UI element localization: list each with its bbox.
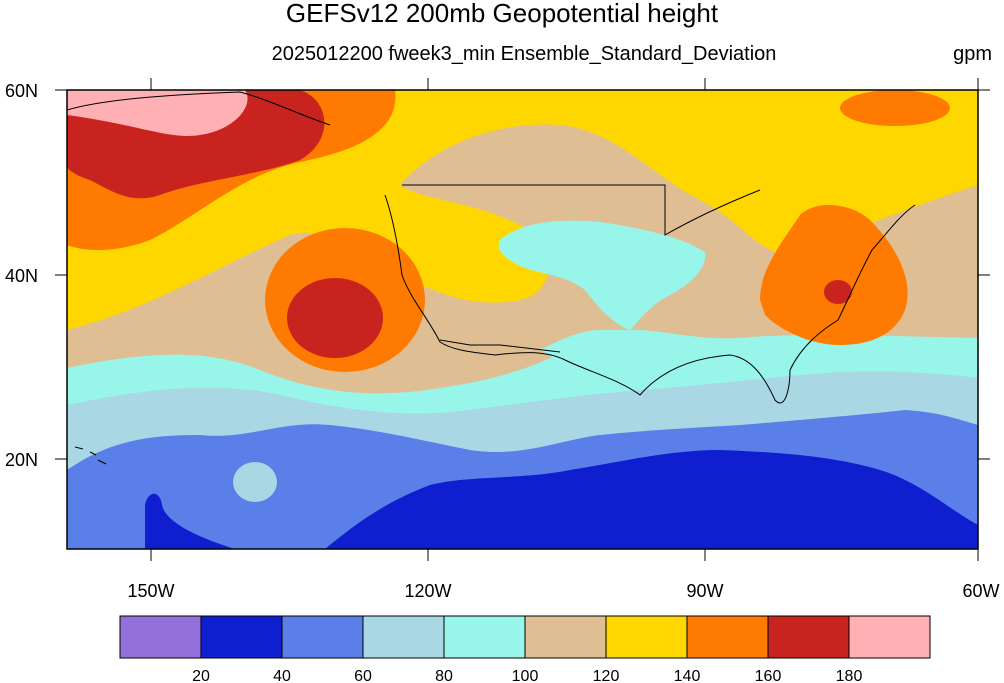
lat-label-20N: 20N [5,450,38,470]
south-border-path [439,339,561,353]
colorbar-label-20: 20 [192,668,210,683]
colorbar-swatch-4 [444,616,525,658]
colorbar-swatch-5 [525,616,606,658]
lon-label-60W: 60W [962,581,999,601]
band-160-180-sw [287,278,383,358]
colorbar-label-60: 60 [354,668,372,683]
coastline-path [384,194,916,404]
north-border-path [402,184,761,236]
contour-field [67,90,978,549]
lat-label-60N: 60N [5,81,38,101]
band-140-160-east [760,204,908,345]
alaska-coast-path [67,91,331,126]
band-20-40 [325,450,978,549]
colorbar-swatch-2 [282,616,363,658]
lon-ticks [150,78,979,561]
band-160-180-east [824,280,852,304]
colorbar-swatch-3 [363,616,444,658]
hawaii-path [74,446,107,465]
lat-ticks [55,89,990,460]
colorbar-swatch-7 [687,616,768,658]
colorbar-swatch-8 [768,616,849,658]
map-frame [66,89,979,550]
band-20-40-west [145,493,235,549]
chart-subtitle: 2025012200 fweek3_min Ensemble_Standard_… [271,43,777,65]
units-label: gpm [953,43,992,65]
colorbar-label-100: 100 [512,668,539,683]
lon-label-90W: 90W [686,581,723,601]
band-140-160-ne [840,90,950,126]
colorbar-label-180: 180 [836,668,863,683]
band-80-100-nw [540,330,630,362]
colorbar-swatch-6 [606,616,687,658]
lat-label-40N: 40N [5,266,38,286]
lon-label-120W: 120W [404,581,451,601]
coastlines [67,91,916,465]
colorbar: 20 40 60 80 100 120 140 160 180 [119,615,931,683]
colorbar-label-140: 140 [674,668,701,683]
colorbar-swatch-0 [120,616,201,658]
colorbar-swatch-9 [849,616,930,658]
band-80-100-plains [498,220,706,330]
colorbar-label-80: 80 [435,668,453,683]
colorbar-label-40: 40 [273,668,291,683]
colorbar-label-160: 160 [755,668,782,683]
lon-label-150W: 150W [127,581,174,601]
chart-title: GEFSv12 200mb Geopotential height [285,0,719,28]
colorbar-swatch-1 [201,616,282,658]
band-60-80-island [233,462,277,502]
colorbar-label-120: 120 [593,668,620,683]
